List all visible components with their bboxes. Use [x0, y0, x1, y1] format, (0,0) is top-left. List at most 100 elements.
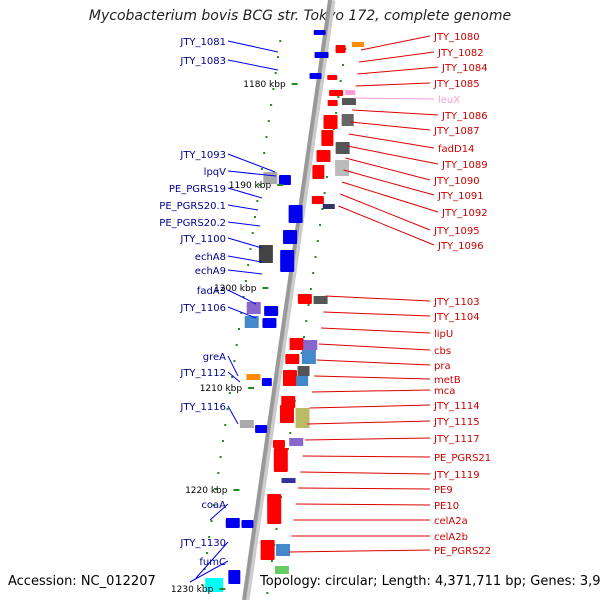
gene-arrow: [267, 494, 282, 524]
gene-box: [303, 340, 318, 350]
right-leader-line: [360, 35, 431, 51]
left-gene-label: echA9: [195, 266, 226, 277]
ruler-dot: [323, 192, 326, 194]
gene-box: [301, 350, 316, 364]
gene-arrow: [228, 570, 241, 584]
gene-box: [295, 408, 310, 428]
kbp-tick-label: 1230 kbp: [171, 585, 214, 595]
gene-box: [341, 114, 354, 126]
gene-arrow: [282, 370, 297, 386]
gene-box: [246, 374, 261, 380]
left-gene-label: JTY_1106: [179, 303, 226, 314]
right-leader-line: [325, 295, 431, 302]
ruler-dot: [249, 248, 252, 250]
left-leader-line: [227, 221, 261, 227]
right-leader-line: [350, 121, 431, 131]
gene-box: [341, 98, 356, 105]
left-gene-label: JTY_1100: [179, 234, 226, 245]
gene-arrow: [261, 378, 272, 386]
gene-box: [281, 478, 296, 483]
gene-arrow: [285, 354, 300, 364]
ruler-dot: [260, 168, 263, 170]
gene-arrow: [335, 45, 346, 53]
ruler-dot: [233, 360, 236, 362]
right-leader-line: [346, 145, 439, 165]
left-leader-line: [227, 269, 263, 275]
left-leader-line: [227, 355, 239, 377]
gene-box: [296, 376, 309, 386]
gene-arrow: [262, 318, 277, 328]
ruler-dot: [265, 136, 268, 138]
right-leader-line: [298, 487, 431, 490]
right-gene-label: JTY_1095: [433, 226, 480, 237]
ruler-dot: [337, 96, 340, 98]
ruler-dot: [270, 104, 273, 106]
gene-arrow: [288, 205, 303, 223]
left-leader-line: [227, 371, 241, 383]
gene-box: [276, 544, 291, 556]
ruler-dot: [286, 448, 289, 450]
gene-arrow: [313, 30, 326, 35]
gene-arrow: [314, 52, 329, 58]
ruler-dot: [235, 344, 238, 346]
gene-arrow: [311, 196, 324, 204]
map-title: Mycobacterium bovis BCG str. Tokyo 172, …: [88, 8, 512, 24]
right-leader-line: [353, 97, 435, 100]
gene-arrow: [241, 520, 254, 528]
gene-box: [313, 296, 328, 304]
right-gene-label: cbs: [434, 346, 451, 357]
right-gene-label: JTY_1089: [441, 160, 488, 171]
ruler-dot: [221, 440, 224, 442]
accession-text: Accession: NC_012207: [6, 574, 158, 589]
ruler-dot: [270, 560, 273, 562]
right-gene-label: JTY_1091: [437, 191, 484, 202]
right-leader-line: [314, 375, 431, 380]
ruler-dot: [314, 256, 317, 258]
left-leader-line: [227, 59, 279, 71]
ruler-dot: [240, 312, 243, 314]
ruler-dot: [254, 216, 257, 218]
ruler-dot: [226, 408, 229, 410]
gene-arrow: [323, 115, 338, 129]
ruler-dot: [267, 120, 270, 122]
ruler-dot: [228, 392, 231, 394]
kbp-tick-mark: [277, 184, 284, 186]
ruler-dot: [316, 240, 319, 242]
right-leader-line: [304, 437, 431, 441]
gene-arrow: [255, 425, 268, 433]
right-leader-line: [359, 51, 435, 63]
right-leader-line: [357, 66, 439, 75]
right-leader-line: [340, 193, 431, 231]
right-leader-line: [345, 157, 431, 181]
left-gene-label: JTY_1130: [179, 538, 226, 549]
left-gene-label: fadA3: [197, 286, 226, 297]
right-leader-line: [338, 205, 435, 246]
right-leader-line: [288, 549, 431, 553]
gene-box: [239, 420, 254, 428]
left-leader-line: [227, 306, 257, 319]
right-gene-label: PE10: [434, 501, 459, 512]
left-leader-line: [227, 153, 276, 173]
gene-box: [351, 42, 364, 47]
ruler-dot: [251, 232, 254, 234]
ruler-dot: [341, 64, 344, 66]
ruler-dot: [300, 352, 303, 354]
right-gene-label: JTY_1085: [433, 79, 480, 90]
ruler-dot: [247, 264, 250, 266]
ruler-dot: [321, 208, 324, 210]
ruler-dot: [208, 536, 211, 538]
right-gene-label: pra: [434, 361, 451, 372]
right-leader-line: [320, 327, 431, 334]
ruler-dot: [312, 272, 315, 274]
gene-arrow: [309, 73, 322, 79]
ruler-dot: [244, 280, 247, 282]
left-gene-label: lpqV: [204, 167, 226, 178]
right-gene-label: fadD14: [438, 144, 474, 155]
gene-arrow: [316, 150, 331, 162]
left-gene-label: JTY_1093: [179, 150, 226, 161]
kbp-tick-label: 1180 kbp: [243, 80, 286, 90]
right-gene-label: JTY_1103: [433, 297, 480, 308]
right-gene-label: JTY_1087: [433, 126, 480, 137]
right-gene-label: metB: [434, 375, 461, 386]
right-leader-line: [348, 133, 435, 149]
